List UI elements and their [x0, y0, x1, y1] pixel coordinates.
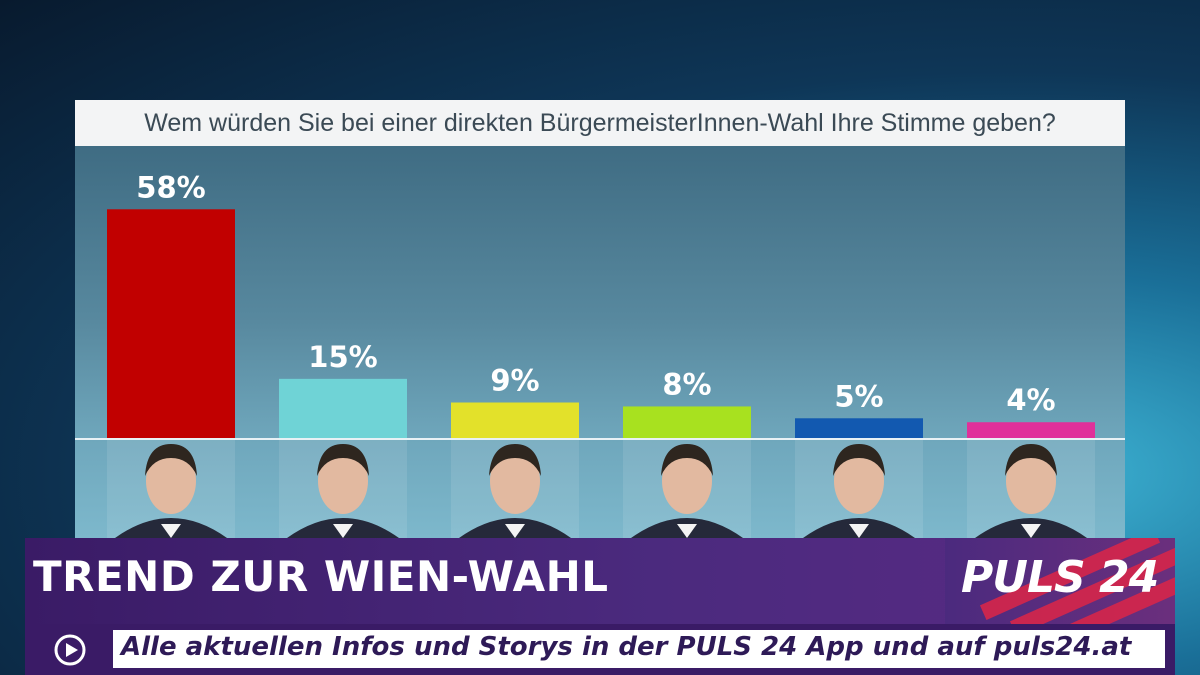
portrait-face	[318, 448, 368, 514]
bar-5	[795, 418, 923, 438]
ticker-strip: Alle aktuellen Infos und Storys in der P…	[113, 630, 1165, 668]
portrait-hair	[1005, 444, 1057, 476]
ticker-bar: Alle aktuellen Infos und Storys in der P…	[25, 624, 1175, 675]
portrait-collar	[161, 524, 181, 538]
bar-3	[451, 402, 579, 438]
portrait-hair	[661, 444, 713, 476]
logo-text: PULS 24	[961, 552, 1159, 603]
portrait-face	[490, 448, 540, 514]
chart-panel: 58% 15% 9% 8% 5% 4%	[75, 146, 1125, 538]
bar-2	[279, 378, 407, 438]
lower-third: TREND ZUR WIEN-WAHL PULS 24 Alle aktuell…	[25, 538, 1175, 675]
candidate-portrait-1	[115, 444, 227, 538]
play-circle-icon[interactable]	[35, 631, 105, 669]
portrait-hair	[489, 444, 541, 476]
chart-title: Wem würden Sie bei einer direkten Bürger…	[75, 100, 1125, 146]
portrait-collar	[505, 524, 525, 538]
value-label-1: 58%	[136, 170, 205, 204]
portrait-face	[662, 448, 712, 514]
bar-1	[107, 209, 235, 438]
bar-6	[967, 422, 1095, 438]
candidate-portrait-2	[287, 444, 399, 538]
value-label-3: 9%	[490, 364, 539, 398]
portrait-face	[1006, 448, 1056, 514]
candidate-portrait-4	[631, 444, 743, 538]
value-label-5: 5%	[834, 379, 883, 413]
portrait-collar	[333, 524, 353, 538]
portrait-collar	[677, 524, 697, 538]
portrait-hair	[317, 444, 369, 476]
portrait-face	[146, 448, 196, 514]
value-label-6: 4%	[1006, 383, 1055, 417]
candidate-portrait-3	[459, 444, 571, 538]
candidate-portrait-6	[975, 444, 1087, 538]
ticker-text: Alle aktuellen Infos und Storys in der P…	[121, 632, 1132, 662]
headline-text: TREND ZUR WIEN-WAHL	[33, 552, 609, 601]
value-label-4: 8%	[662, 367, 711, 401]
portrait-hair	[833, 444, 885, 476]
portrait-collar	[1021, 524, 1041, 538]
candidate-portrait-5	[803, 444, 915, 538]
value-label-2: 15%	[308, 340, 377, 374]
puls24-logo: PULS 24	[945, 538, 1175, 624]
bar-4	[623, 406, 751, 438]
portrait-collar	[849, 524, 869, 538]
headline-bar: TREND ZUR WIEN-WAHL PULS 24	[25, 538, 1175, 624]
bar-chart: 58% 15% 9% 8% 5% 4%	[75, 170, 1125, 538]
portrait-hair	[145, 444, 197, 476]
portrait-face	[834, 448, 884, 514]
